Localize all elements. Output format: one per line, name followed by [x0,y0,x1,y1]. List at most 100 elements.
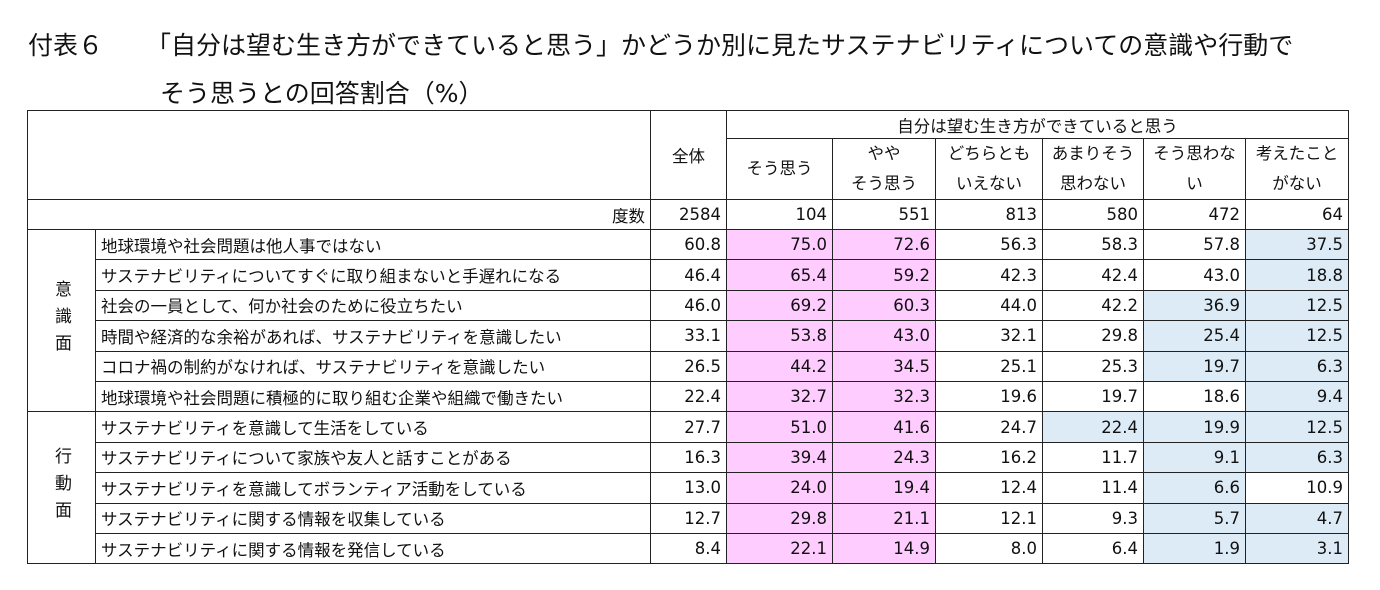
count-cell: 472 [1143,199,1246,230]
header-line: いえない [956,174,1022,193]
header-line: そう思わな [1153,144,1236,163]
table: 全体 自分は望む生き方ができていると思う そう思う やや そう思う どちらとも いえない あま… [27,110,1349,565]
value-cell: 44.0 [935,289,1043,322]
data-row: サステナビリティについてすぐに取り組まないと手遅れになる 46.4 65.4 59.2… [28,259,1349,291]
title: 付表６ 「自分は望む生き方ができていると思う」かどうか別に見たサステナビリティにつ… [28,22,1293,118]
group-header: 自分は望む生き方ができていると思う [726,110,1349,139]
value-cell: 25.4 [1143,320,1246,352]
header-line: どちらとも [947,144,1031,163]
value-cell: 12.5 [1245,289,1349,322]
value-cell: 51.0 [726,411,833,443]
value-cell: 14.9 [832,532,936,565]
value-cell: 25.1 [935,350,1043,382]
row-label: サステナビリティに関する情報を収集している [95,502,651,534]
value-cell: 24.3 [832,441,936,474]
table-label: 付表６ [28,31,104,60]
value-cell: 12.5 [1245,411,1349,443]
value-cell: 60.3 [832,289,936,322]
header-line: やや [867,144,901,163]
value-cell: 32.1 [935,320,1043,352]
total-header: 全体 [650,110,727,200]
column-header: そう思う [726,138,833,200]
value-cell: 24.7 [935,411,1043,443]
row-label: 社会の一員として、何か社会のために役立ちたい [95,289,651,322]
count-cell: 104 [726,199,833,230]
value-cell: 12.7 [650,502,727,534]
value-cell: 22.4 [1042,411,1144,443]
header-line: そう思う [851,174,917,193]
value-cell: 6.6 [1143,472,1246,504]
count-cell: 580 [1042,199,1144,230]
row-label: コロナ禍の制約がなければ、サステナビリティを意識したい [95,350,651,382]
value-cell: 29.8 [1042,320,1144,352]
count-cell: 64 [1245,199,1349,230]
value-cell: 19.7 [1042,380,1144,413]
column-header: どちらとも いえない [935,138,1043,200]
data-row: コロナ禍の制約がなければ、サステナビリティを意識したい 26.5 44.2 34.5 2… [28,350,1349,382]
value-cell: 36.9 [1143,289,1246,322]
value-cell: 11.7 [1042,441,1144,474]
value-cell: 59.2 [832,259,936,291]
row-label: サステナビリティを意識して生活をしている [95,411,651,443]
header-line: あまりそう [1051,144,1135,163]
title-line: そう思うとの回答割合（%） [160,79,484,108]
value-cell: 9.1 [1143,441,1246,474]
data-row: サステナビリティについて家族や友人と話すことがある 16.3 39.4 24.3 16.… [28,441,1349,474]
header-line: い [1186,174,1203,193]
value-cell: 37.5 [1245,228,1349,261]
data-row: 行動面 サステナビリティを意識して生活をしている 27.7 51.0 41.6 24.7 2… [27,411,1349,565]
corner-cell [27,110,651,200]
value-cell: 12.5 [1245,320,1349,352]
value-cell: 58.3 [1042,228,1144,261]
value-cell: 12.1 [935,502,1043,534]
value-cell: 43.0 [1143,259,1246,291]
value-cell: 25.3 [1042,350,1144,382]
column-header: そう思わない [1143,138,1246,200]
header-row: 全体 自分は望む生き方ができていると思う [27,110,1349,200]
value-cell: 6.3 [1245,441,1349,474]
data-row: 意識面 地球環境や社会問題は他人事ではない 60.8 75.0 72.6 56.3 58.3… [27,228,1349,413]
value-cell: 41.6 [832,411,936,443]
data-row: サステナビリティを意識してボランティア活動をしている 13.0 24.0 19.4 12… [28,472,1349,504]
count-cell: 2584 [650,199,727,230]
header-line: がない [1272,174,1322,193]
value-cell: 5.7 [1143,502,1246,534]
row-label: サステナビリティについて家族や友人と話すことがある [95,441,651,474]
value-cell: 9.3 [1042,502,1144,534]
value-cell: 13.0 [650,472,727,504]
value-cell: 19.4 [832,472,936,504]
value-cell: 26.5 [650,350,727,382]
value-cell: 19.9 [1143,411,1246,443]
value-cell: 16.2 [935,441,1043,474]
value-cell: 42.2 [1042,289,1144,322]
section-label: 行動面 [27,411,96,565]
value-cell: 39.4 [726,441,833,474]
value-cell: 43.0 [832,320,936,352]
header-line: 考えたこと [1255,144,1339,163]
row-label: サステナビリティについてすぐに取り組まないと手遅れになる [95,259,651,291]
column-header: あまりそう 思わない [1042,138,1144,200]
value-cell: 46.0 [650,289,727,322]
value-cell: 72.6 [832,228,936,261]
value-cell: 56.3 [935,228,1043,261]
value-cell: 34.5 [832,350,936,382]
value-cell: 6.4 [1042,532,1144,565]
value-cell: 44.2 [726,350,833,382]
title-text: 「自分は望む生き方ができていると思う」かどうか別に見たサステナビリティについての… [146,31,1294,60]
value-cell: 32.3 [832,380,936,413]
column-header: 考えたこと がない [1245,138,1349,200]
value-cell: 19.7 [1143,350,1246,382]
value-cell: 42.4 [1042,259,1144,291]
value-cell: 42.3 [935,259,1043,291]
value-cell: 33.1 [650,320,727,352]
count-cell: 813 [935,199,1043,230]
value-cell: 18.6 [1143,380,1246,413]
data-row: サステナビリティに関する情報を発信している 8.4 22.1 14.9 8.0 6.4 1.… [28,532,1349,565]
value-cell: 10.9 [1245,472,1349,504]
value-cell: 9.4 [1245,380,1349,413]
row-label: 地球環境や社会問題に積極的に取り組む企業や組織で働きたい [95,380,651,413]
header-line: 思わない [1060,174,1126,193]
value-cell: 65.4 [726,259,833,291]
value-cell: 18.8 [1245,259,1349,291]
